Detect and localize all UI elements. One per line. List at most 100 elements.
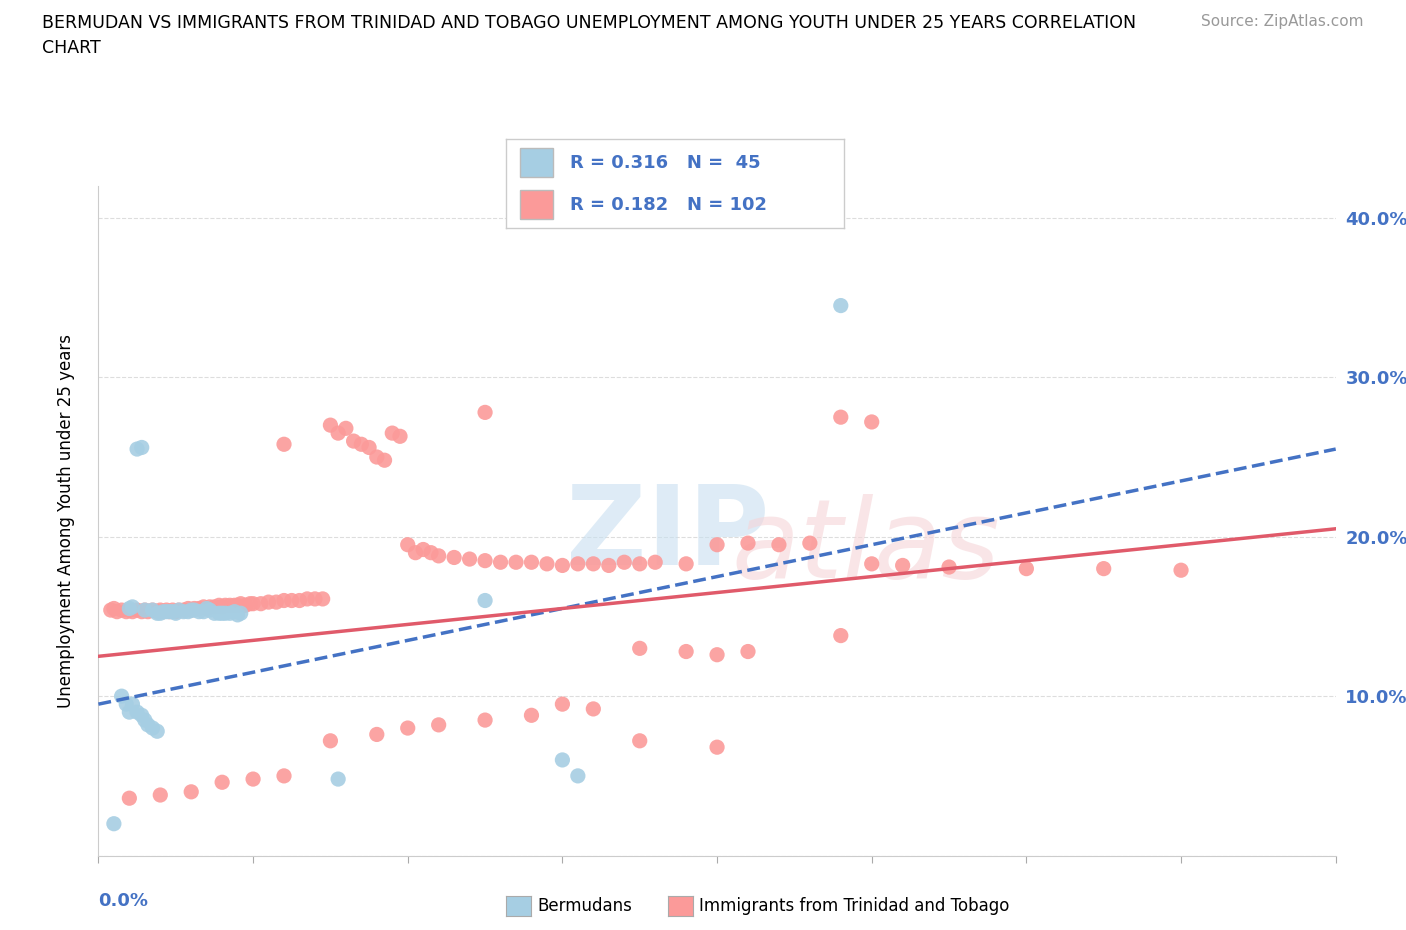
Point (214, 598, 236, 613)
Point (162, 603, 184, 618)
Point (211, 605, 233, 620)
Point (551, 752, 574, 767)
Point (146, 724, 169, 738)
Point (235, 598, 257, 613)
Point (142, 603, 165, 618)
Point (219, 605, 242, 620)
Point (198, 600, 221, 615)
Point (830, 628, 852, 643)
Point (551, 558, 574, 573)
Point (628, 641, 651, 656)
Point (675, 556, 697, 571)
Point (152, 604, 174, 619)
Point (427, 717, 450, 732)
Point (551, 697, 574, 711)
Point (366, 727, 388, 742)
Point (188, 604, 211, 619)
Point (281, 593, 304, 608)
Point (180, 784, 202, 799)
Point (118, 790, 141, 805)
Point (167, 603, 190, 618)
Point (628, 734, 651, 749)
Point (226, 607, 249, 622)
Point (211, 775, 233, 790)
Point (242, 772, 264, 787)
Point (193, 604, 215, 619)
Point (111, 603, 134, 618)
Text: ZIP: ZIP (565, 481, 769, 588)
Point (121, 604, 143, 619)
Point (159, 604, 181, 619)
Point (706, 647, 728, 662)
Point (146, 604, 169, 619)
Point (239, 596, 262, 611)
Point (177, 601, 200, 616)
Point (204, 600, 226, 615)
Point (613, 555, 636, 570)
Point (208, 598, 231, 613)
Point (396, 538, 419, 552)
Point (458, 551, 481, 566)
Point (335, 421, 357, 436)
Point (224, 598, 246, 613)
Point (250, 596, 273, 611)
Point (177, 604, 200, 619)
Point (155, 603, 177, 618)
Point (374, 453, 396, 468)
Point (183, 603, 205, 618)
Point (1015, 561, 1038, 576)
Point (319, 418, 342, 432)
Text: Immigrants from Trinidad and Tobago: Immigrants from Trinidad and Tobago (699, 897, 1010, 915)
Point (427, 549, 450, 564)
Point (273, 437, 295, 452)
Point (118, 601, 141, 616)
Text: atlas: atlas (731, 494, 1000, 601)
Point (198, 603, 221, 618)
Point (359, 440, 381, 455)
Point (118, 705, 141, 720)
Point (229, 596, 252, 611)
Point (162, 604, 184, 619)
Point (567, 556, 589, 571)
Text: R = 0.316   N =  45: R = 0.316 N = 45 (571, 154, 761, 172)
Point (536, 556, 558, 571)
Point (142, 721, 165, 736)
Point (111, 689, 134, 704)
Point (474, 593, 496, 608)
Point (830, 299, 852, 313)
Point (146, 605, 169, 620)
Point (1092, 561, 1115, 576)
Point (474, 712, 496, 727)
Point (167, 603, 190, 618)
Point (226, 598, 249, 613)
Point (644, 555, 666, 570)
Point (172, 603, 194, 618)
Point (737, 644, 759, 659)
Point (134, 603, 156, 618)
Point (288, 593, 311, 608)
Point (312, 591, 335, 606)
Point (103, 817, 125, 831)
Point (183, 601, 205, 616)
Point (628, 556, 651, 571)
Point (165, 604, 187, 619)
Point (204, 605, 226, 620)
Point (131, 440, 153, 455)
Text: 0.0%: 0.0% (98, 893, 149, 910)
Point (105, 604, 128, 619)
Point (195, 601, 218, 616)
Point (211, 600, 233, 615)
Text: Bermudans: Bermudans (537, 897, 631, 915)
Point (242, 596, 264, 611)
Point (396, 721, 419, 736)
Point (582, 556, 605, 571)
Point (582, 701, 605, 716)
Point (860, 556, 883, 571)
Point (489, 555, 512, 570)
Point (326, 772, 350, 787)
Point (127, 705, 149, 720)
Point (474, 553, 496, 568)
Point (381, 426, 404, 441)
Point (474, 405, 496, 419)
Point (172, 604, 194, 619)
